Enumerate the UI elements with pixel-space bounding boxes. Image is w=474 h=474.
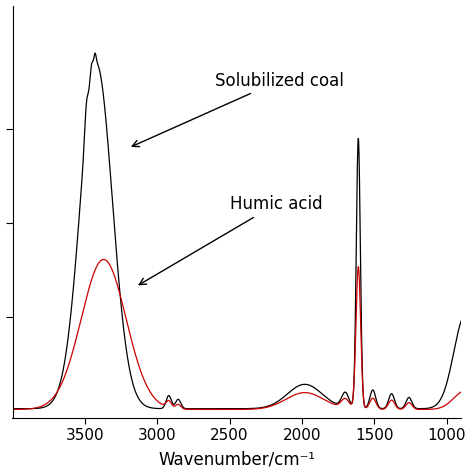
- Text: Solubilized coal: Solubilized coal: [132, 72, 344, 146]
- Text: Humic acid: Humic acid: [139, 195, 322, 284]
- X-axis label: Wavenumber/cm⁻¹: Wavenumber/cm⁻¹: [158, 450, 315, 468]
